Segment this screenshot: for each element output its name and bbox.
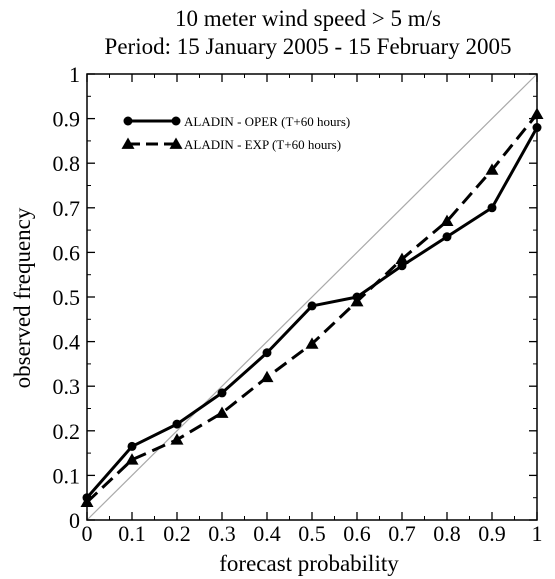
- y-tick-label: 0.8: [53, 151, 81, 176]
- x-tick-label: 1: [532, 521, 543, 546]
- x-tick-label: 0.2: [163, 521, 191, 546]
- y-tick-label: 0.9: [53, 107, 81, 132]
- series-1-point: [532, 123, 542, 133]
- series-2-point: [260, 370, 274, 383]
- y-tick-label: 0.2: [53, 419, 81, 444]
- series-1-point: [262, 348, 272, 358]
- series-2-point: [215, 406, 229, 418]
- series-2-point: [350, 294, 364, 307]
- x-tick-label: 0.6: [343, 521, 371, 546]
- x-tick-label: 0.1: [118, 521, 146, 546]
- y-tick-label: 0.1: [53, 463, 81, 488]
- chart-subtitle: Period: 15 January 2005 - 15 February 20…: [105, 34, 512, 59]
- x-tick-label: 0.7: [388, 521, 416, 546]
- y-tick-label: 1: [69, 62, 80, 87]
- series-2-point: [395, 252, 409, 264]
- series-2-point: [125, 453, 139, 465]
- series-2-point: [80, 495, 94, 508]
- y-tick-label: 0: [69, 508, 80, 533]
- legend-marker-2: [169, 137, 183, 149]
- x-tick-label: 0.4: [253, 521, 281, 546]
- y-tick-label: 0.4: [53, 330, 81, 355]
- legend-label-2: ALADIN - EXP (T+60 hours): [184, 137, 341, 152]
- x-tick-label: 0.3: [208, 521, 236, 546]
- x-tick-label: 0: [82, 521, 93, 546]
- y-tick-label: 0.6: [53, 240, 81, 265]
- chart-title: 10 meter wind speed > 5 m/s: [175, 6, 441, 31]
- x-axis-label: forecast probability: [219, 551, 399, 576]
- legend-marker-1: [171, 116, 181, 126]
- series-2-point: [170, 433, 184, 445]
- series-1-point: [487, 203, 497, 213]
- plot-area: 0 0.1 0.2 0.3 0.4 0.5 0.6 0.7 0.8 0.9 1 0 0.1 0.2 0.3 0…: [53, 62, 544, 546]
- legend-marker-2: [121, 137, 135, 149]
- series-1-point: [172, 419, 182, 429]
- series-2-point: [305, 337, 319, 349]
- series-2-point: [440, 214, 454, 227]
- series-2-point: [485, 163, 499, 175]
- series-line-1: [85, 126, 539, 499]
- legend-marker-1: [123, 116, 133, 126]
- series-1-point: [307, 301, 317, 311]
- x-tick-label: 0.5: [298, 521, 326, 546]
- series-1-point: [442, 232, 452, 242]
- y-tick-label: 0.5: [53, 285, 81, 310]
- y-axis-label: observed frequency: [10, 207, 35, 388]
- x-tick-label: 0.9: [478, 521, 506, 546]
- x-tick-label: 0.8: [433, 521, 461, 546]
- y-tick-label: 0.7: [53, 196, 81, 221]
- series-2-point: [530, 107, 544, 120]
- series-1-point: [127, 441, 137, 451]
- y-tick-label: 0.3: [53, 374, 81, 399]
- legend-label-1: ALADIN - OPER (T+60 hours): [184, 114, 350, 129]
- series-1-point: [217, 388, 227, 398]
